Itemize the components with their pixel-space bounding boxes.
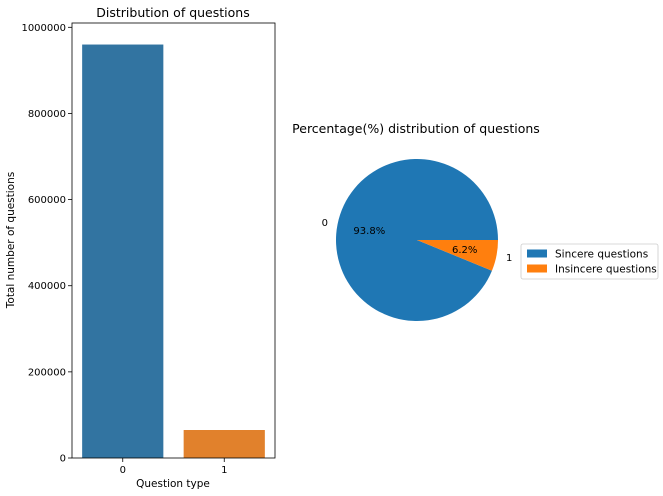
- legend-label-sincere: Sincere questions: [555, 249, 648, 261]
- bar-y-axis-ticks: 0 200000 400000 600000 800000 1000000: [21, 23, 72, 465]
- pie-slice-insincere: [417, 240, 498, 271]
- pie-labels: 93.8% 0 6.2% 1: [322, 218, 513, 264]
- legend-swatch-sincere: [527, 249, 547, 258]
- bar-chart: Distribution of questions 0 200000 400000 6…: [5, 5, 276, 490]
- pie-legend: Sincere questions Insincere questions: [520, 243, 659, 280]
- pie-chart-title: Percentage(%) distribution of questions: [292, 121, 540, 136]
- y-tick-label: 0: [60, 454, 66, 465]
- x-tick-label: 1: [221, 465, 227, 476]
- bar-plot-frame: [71, 22, 276, 459]
- pie-pct-label: 6.2%: [452, 245, 477, 256]
- y-tick-label: 200000: [28, 367, 66, 378]
- pie-category-label: 1: [506, 253, 512, 264]
- y-tick-label: 1000000: [21, 23, 66, 34]
- pie-slice-sincere: [335, 159, 498, 322]
- legend-box: [520, 243, 659, 280]
- bar-1: [183, 430, 265, 458]
- legend-swatch-insincere: [527, 264, 547, 273]
- pie-slices: [335, 159, 498, 322]
- pie-pct-label: 93.8%: [353, 226, 385, 237]
- x-tick-label: 0: [120, 465, 126, 476]
- bar-chart-title: Distribution of questions: [96, 5, 249, 20]
- y-tick-label: 600000: [28, 195, 66, 206]
- pie-category-label: 0: [322, 218, 328, 229]
- bar-marks: [82, 44, 265, 458]
- bar-0: [82, 44, 164, 458]
- bar-y-axis-label: Total number of questions: [5, 172, 17, 309]
- y-tick-label: 800000: [28, 109, 66, 120]
- pie-chart: Percentage(%) distribution of questions …: [292, 121, 540, 322]
- y-tick-label: 400000: [28, 281, 66, 292]
- bar-x-axis-label: Question type: [136, 478, 210, 490]
- legend-label-insincere: Insincere questions: [555, 264, 657, 276]
